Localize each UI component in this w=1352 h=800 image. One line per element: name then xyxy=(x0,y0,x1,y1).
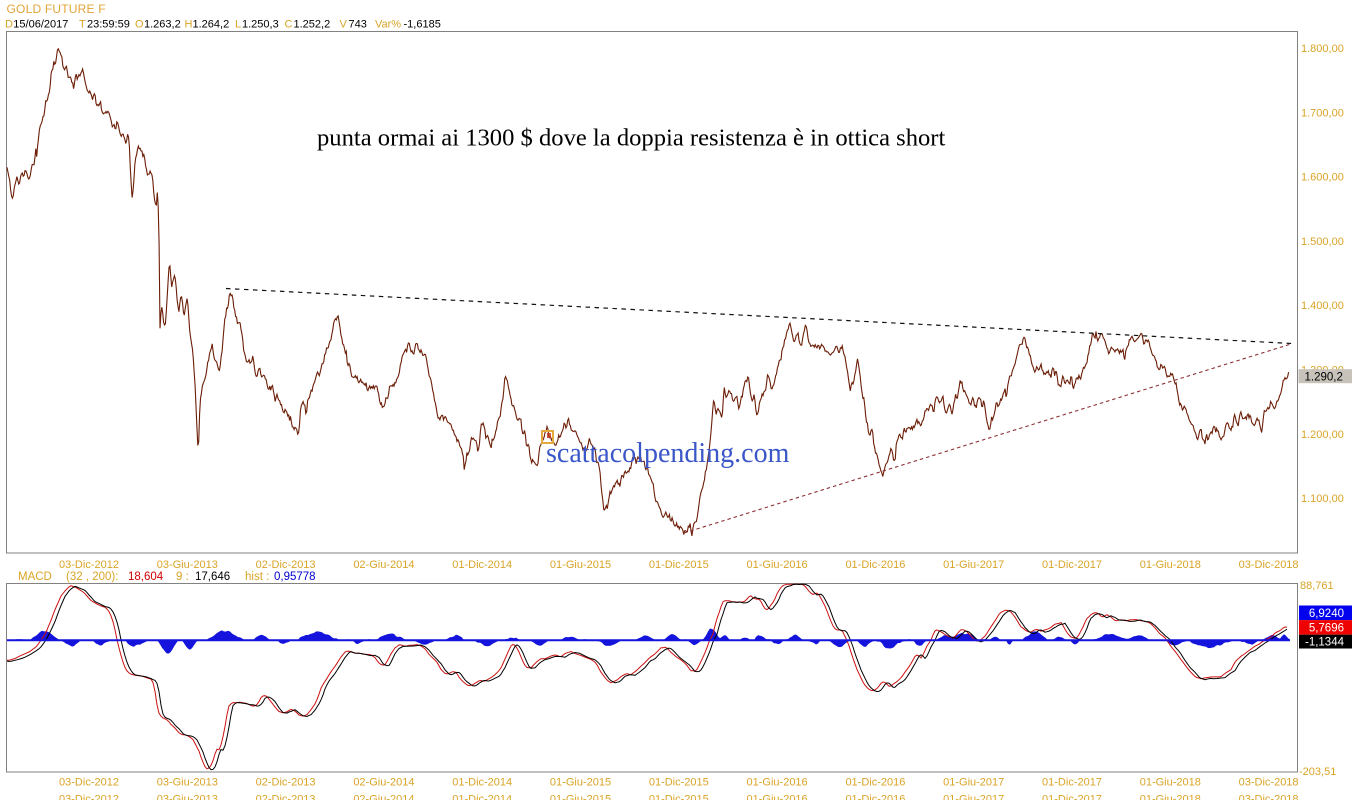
svg-text:C: C xyxy=(285,19,293,31)
svg-text:6,9240: 6,9240 xyxy=(1309,608,1344,620)
svg-text:03-Giu-2013: 03-Giu-2013 xyxy=(157,559,218,571)
svg-text:O: O xyxy=(135,19,144,31)
svg-text:01-Dic-2014: 01-Dic-2014 xyxy=(452,777,512,789)
svg-text:1.100,00: 1.100,00 xyxy=(1301,493,1344,505)
svg-text:03-Dic-2018: 03-Dic-2018 xyxy=(1239,794,1299,800)
svg-text:punta ormai ai 1300 $ dove la: punta ormai ai 1300 $ dove la doppia res… xyxy=(317,125,945,152)
svg-text:(32 , 200):: (32 , 200): xyxy=(66,571,118,583)
svg-text:01-Giu-2018: 01-Giu-2018 xyxy=(1140,559,1201,571)
svg-text:03-Dic-2012: 03-Dic-2012 xyxy=(59,559,119,571)
svg-text:01-Dic-2014: 01-Dic-2014 xyxy=(452,559,512,571)
svg-text:02-Giu-2014: 02-Giu-2014 xyxy=(353,794,414,800)
svg-text:01-Giu-2017: 01-Giu-2017 xyxy=(943,794,1004,800)
svg-text:02-Dic-2013: 02-Dic-2013 xyxy=(256,559,316,571)
svg-text:Var%: Var% xyxy=(375,19,401,31)
svg-text:1.800,00: 1.800,00 xyxy=(1301,43,1344,55)
svg-text:01-Giu-2015: 01-Giu-2015 xyxy=(550,777,611,789)
svg-text:03-Giu-2013: 03-Giu-2013 xyxy=(157,777,218,789)
svg-text:18,604: 18,604 xyxy=(128,571,164,583)
svg-text:01-Dic-2017: 01-Dic-2017 xyxy=(1042,559,1102,571)
svg-text:0,95778: 0,95778 xyxy=(274,571,316,583)
svg-text:1.700,00: 1.700,00 xyxy=(1301,107,1344,119)
svg-text:01-Giu-2018: 01-Giu-2018 xyxy=(1140,794,1201,800)
svg-text:1.252,2: 1.252,2 xyxy=(294,19,331,31)
svg-text:01-Dic-2015: 01-Dic-2015 xyxy=(649,777,709,789)
svg-text:03-Dic-2018: 03-Dic-2018 xyxy=(1239,559,1299,571)
svg-text:01-Dic-2015: 01-Dic-2015 xyxy=(649,794,709,800)
svg-text:-1,6185: -1,6185 xyxy=(404,19,441,31)
svg-text:GOLD FUTURE F: GOLD FUTURE F xyxy=(7,2,106,16)
svg-text:scattacolpending.com: scattacolpending.com xyxy=(546,438,790,469)
svg-text:03-Giu-2013: 03-Giu-2013 xyxy=(157,794,218,800)
svg-text:23:59:59: 23:59:59 xyxy=(87,19,130,31)
svg-text:01-Dic-2016: 01-Dic-2016 xyxy=(845,794,905,800)
svg-text:01-Giu-2016: 01-Giu-2016 xyxy=(747,777,808,789)
svg-text:1.600,00: 1.600,00 xyxy=(1301,172,1344,184)
svg-text:T: T xyxy=(79,19,86,31)
svg-text:88,761: 88,761 xyxy=(1300,580,1334,592)
svg-text:1.290,2: 1.290,2 xyxy=(1305,371,1343,383)
svg-text:03-Dic-2012: 03-Dic-2012 xyxy=(59,777,119,789)
svg-text:-1,1344: -1,1344 xyxy=(1305,637,1345,649)
svg-text:02-Giu-2014: 02-Giu-2014 xyxy=(353,559,414,571)
svg-text:1.263,2: 1.263,2 xyxy=(144,19,181,31)
svg-text:L: L xyxy=(235,19,241,31)
svg-text:01-Giu-2018: 01-Giu-2018 xyxy=(1140,777,1201,789)
svg-text:01-Dic-2017: 01-Dic-2017 xyxy=(1042,794,1102,800)
svg-text:03-Dic-2012: 03-Dic-2012 xyxy=(59,794,119,800)
svg-text:03-Dic-2018: 03-Dic-2018 xyxy=(1239,777,1299,789)
svg-text:1.200,00: 1.200,00 xyxy=(1301,429,1344,441)
svg-text:H: H xyxy=(185,19,193,31)
svg-text:01-Dic-2017: 01-Dic-2017 xyxy=(1042,777,1102,789)
svg-text:9 :: 9 : xyxy=(176,571,189,583)
svg-text:01-Giu-2016: 01-Giu-2016 xyxy=(747,794,808,800)
svg-text:01-Dic-2016: 01-Dic-2016 xyxy=(845,777,905,789)
svg-text:hist :: hist : xyxy=(245,571,269,583)
svg-text:01-Dic-2016: 01-Dic-2016 xyxy=(845,559,905,571)
svg-text:MACD: MACD xyxy=(18,571,52,583)
svg-text:02-Dic-2013: 02-Dic-2013 xyxy=(256,794,316,800)
svg-text:01-Giu-2017: 01-Giu-2017 xyxy=(943,777,1004,789)
svg-text:5,7696: 5,7696 xyxy=(1309,622,1344,634)
svg-text:02-Dic-2013: 02-Dic-2013 xyxy=(256,777,316,789)
svg-text:01-Dic-2015: 01-Dic-2015 xyxy=(649,559,709,571)
svg-text:15/06/2017: 15/06/2017 xyxy=(13,19,68,31)
svg-text:V: V xyxy=(340,19,348,31)
svg-text:1.500,00: 1.500,00 xyxy=(1301,236,1344,248)
svg-text:02-Giu-2014: 02-Giu-2014 xyxy=(353,777,414,789)
svg-text:01-Giu-2015: 01-Giu-2015 xyxy=(550,794,611,800)
svg-text:17,646: 17,646 xyxy=(195,571,230,583)
svg-text:01-Giu-2015: 01-Giu-2015 xyxy=(550,559,611,571)
svg-text:01-Giu-2017: 01-Giu-2017 xyxy=(943,559,1004,571)
svg-text:1.250,3: 1.250,3 xyxy=(242,19,279,31)
svg-text:1.264,2: 1.264,2 xyxy=(193,19,230,31)
svg-text:743: 743 xyxy=(349,19,367,31)
svg-text:D: D xyxy=(5,19,13,31)
svg-text:-203,51: -203,51 xyxy=(1299,766,1336,778)
svg-text:1.400,00: 1.400,00 xyxy=(1301,300,1344,312)
svg-text:01-Giu-2016: 01-Giu-2016 xyxy=(747,559,808,571)
svg-text:01-Dic-2014: 01-Dic-2014 xyxy=(452,794,512,800)
